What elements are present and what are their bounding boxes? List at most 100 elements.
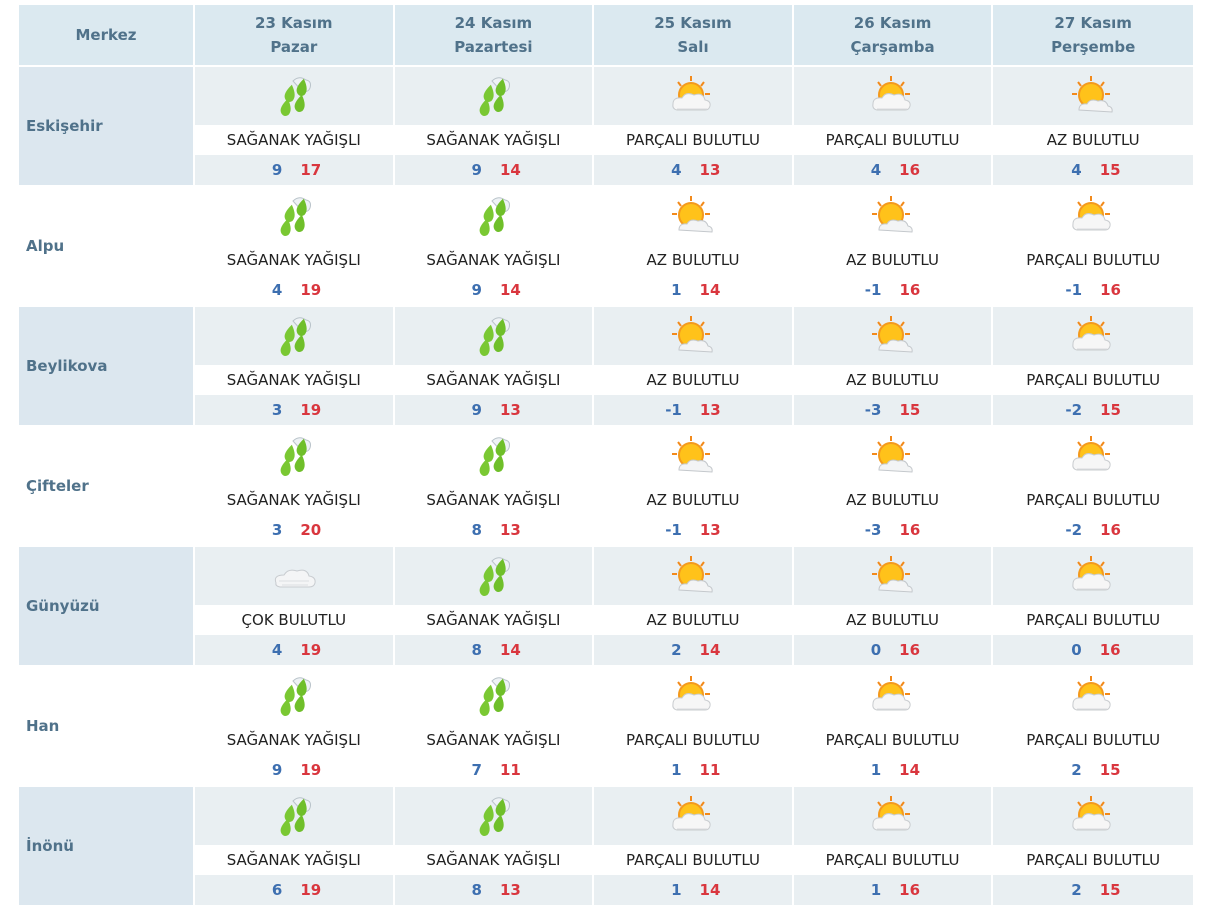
temperature-range: 9 14 [394, 155, 593, 185]
min-temperature: 2 [1071, 761, 1082, 779]
rain-icon [470, 193, 516, 239]
header-day-date: 24 Kasım [454, 14, 533, 32]
temperature-range: 1 14 [793, 755, 992, 785]
forecast-cell: PARÇALI BULUTLU 0 16 [993, 547, 1193, 665]
max-temperature: 15 [1099, 761, 1121, 779]
weather-icon-box [195, 67, 393, 125]
few-clouds-icon [869, 554, 917, 598]
rain-icon [470, 73, 516, 119]
rain-icon [470, 313, 516, 359]
forecast-cell: PARÇALI BULUTLU -2 16 [993, 427, 1193, 545]
city-name-cell: Günyüzü [19, 547, 195, 665]
min-temperature: 8 [471, 641, 482, 659]
min-temperature: 1 [671, 281, 682, 299]
city-name: Han [26, 717, 60, 735]
max-temperature: 13 [699, 401, 721, 419]
min-temperature: 1 [671, 881, 682, 899]
min-temperature: -3 [864, 401, 882, 419]
max-temperature: 13 [499, 881, 521, 899]
min-temperature: -1 [665, 401, 682, 419]
min-temperature: 7 [471, 761, 482, 779]
min-temperature: 4 [870, 161, 882, 179]
header-day-1: 23 Kasım Pazar [195, 5, 395, 65]
header-day-date: 26 Kasım [853, 14, 932, 32]
temperature-range: 1 14 [594, 875, 792, 905]
rain-icon [271, 193, 317, 239]
table-row: Eskişehir SAĞANAK YAĞIŞLI 9 17 SAĞANAK YAĞIŞ… [19, 67, 1193, 185]
weather-icon-box [195, 667, 393, 725]
weather-icon-box [793, 307, 992, 365]
header-day-2: 24 Kasım Pazartesi [394, 5, 595, 65]
weather-description: AZ BULUTLU [594, 365, 792, 395]
rain-icon [470, 673, 516, 719]
temperature-range: 9 17 [195, 155, 393, 185]
header-day-date: 25 Kasım [654, 14, 732, 32]
forecast-cell: ÇOK BULUTLU 4 19 [195, 547, 395, 665]
temperature-range: 0 16 [793, 635, 992, 665]
rain-icon [271, 313, 317, 359]
rain-icon [470, 793, 516, 839]
weather-icon-box [793, 547, 992, 605]
weather-description: AZ BULUTLU [594, 245, 792, 275]
temperature-range: 4 16 [793, 155, 992, 185]
city-name: İnönü [26, 837, 74, 855]
rain-icon [271, 433, 317, 479]
temperature-range: 2 14 [594, 635, 792, 665]
min-temperature: 4 [1071, 161, 1082, 179]
few-clouds-icon [869, 434, 917, 478]
table-row: Çifteler SAĞANAK YAĞIŞLI 3 20 SAĞANAK YAĞIŞL… [19, 427, 1193, 545]
weather-icon-box [394, 67, 593, 125]
forecast-cell: SAĞANAK YAĞIŞLI 9 14 [394, 67, 595, 185]
weather-description: SAĞANAK YAĞIŞLI [394, 365, 593, 395]
temperature-range: 1 16 [793, 875, 992, 905]
weather-description: SAĞANAK YAĞIŞLI [394, 485, 593, 515]
weather-description: AZ BULUTLU [793, 245, 992, 275]
weather-icon-box [394, 667, 593, 725]
weather-description: PARÇALI BULUTLU [993, 725, 1193, 755]
max-temperature: 19 [300, 881, 322, 899]
min-temperature: 1 [671, 761, 682, 779]
max-temperature: 19 [300, 401, 322, 419]
max-temperature: 11 [499, 761, 521, 779]
header-day-4: 26 Kasım Çarşamba [793, 5, 994, 65]
temperature-range: -2 16 [993, 515, 1193, 545]
header-day-weekday: Çarşamba [850, 38, 935, 56]
max-temperature: 20 [300, 521, 322, 539]
max-temperature: 13 [699, 161, 721, 179]
weather-icon-box [594, 307, 792, 365]
weather-icon-box [394, 547, 593, 605]
max-temperature: 19 [300, 641, 322, 659]
weather-description: PARÇALI BULUTLU [793, 845, 992, 875]
weather-description: SAĞANAK YAĞIŞLI [195, 245, 393, 275]
max-temperature: 14 [699, 641, 721, 659]
temperature-range: 7 11 [394, 755, 593, 785]
forecast-cell: SAĞANAK YAĞIŞLI 8 14 [394, 547, 595, 665]
forecast-cell: PARÇALI BULUTLU 1 14 [594, 787, 794, 905]
temperature-range: 4 19 [195, 275, 393, 305]
temperature-range: -1 13 [594, 395, 792, 425]
max-temperature: 16 [899, 641, 921, 659]
forecast-cell: SAĞANAK YAĞIŞLI 3 20 [195, 427, 395, 545]
city-name-cell: Han [19, 667, 195, 785]
few-clouds-icon [669, 194, 717, 238]
weather-description: AZ BULUTLU [793, 485, 992, 515]
weather-icon-box [793, 667, 992, 725]
weather-description: PARÇALI BULUTLU [993, 485, 1193, 515]
weather-icon-box [394, 187, 593, 245]
weather-description: ÇOK BULUTLU [195, 605, 393, 635]
weather-icon-box [793, 787, 992, 845]
max-temperature: 19 [300, 761, 322, 779]
min-temperature: 9 [471, 401, 482, 419]
forecast-cell: PARÇALI BULUTLU 2 15 [993, 787, 1193, 905]
rain-icon [470, 553, 516, 599]
weather-icon-box [793, 427, 992, 485]
forecast-cell: AZ BULUTLU -1 16 [793, 187, 994, 305]
forecast-cell: AZ BULUTLU 0 16 [793, 547, 994, 665]
min-temperature: 3 [271, 401, 283, 419]
max-temperature: 16 [1100, 521, 1121, 539]
min-temperature: 4 [671, 161, 682, 179]
partly-cloudy-icon [869, 74, 917, 118]
weather-description: SAĞANAK YAĞIŞLI [195, 845, 393, 875]
temperature-range: -3 15 [793, 395, 992, 425]
temperature-range: 8 13 [394, 515, 593, 545]
